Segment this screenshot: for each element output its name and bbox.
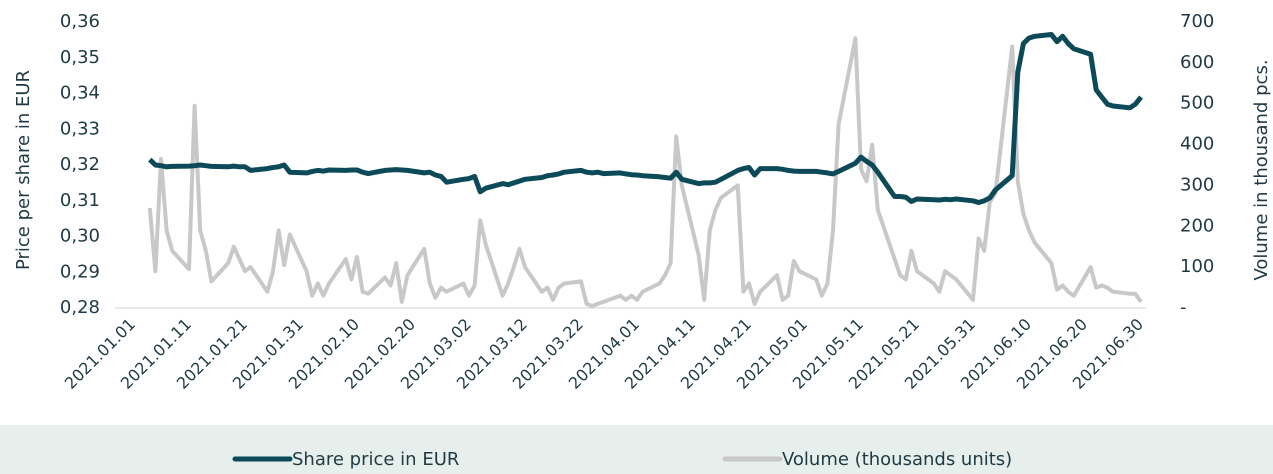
y2-tick-label: 100 xyxy=(1180,256,1214,277)
y-tick-label: 0,28 xyxy=(60,297,100,318)
y-tick-label: 0,35 xyxy=(60,47,100,68)
legend-background xyxy=(0,425,1273,474)
y2-tick-label: 200 xyxy=(1180,215,1214,236)
y-tick-label: 0,34 xyxy=(60,83,100,104)
y-tick-label: 0,32 xyxy=(60,154,100,175)
series-line xyxy=(148,32,1143,205)
y2-tick-label: - xyxy=(1180,297,1187,318)
legend-label: Volume (thousands units) xyxy=(782,449,1012,470)
y-tick-label: 0,30 xyxy=(60,226,100,247)
y2-tick-label: 500 xyxy=(1180,93,1214,114)
y2-tick-label: 700 xyxy=(1180,11,1214,32)
y2-axis-label: Volume in thousand pcs. xyxy=(1251,59,1272,280)
y-tick-label: 0,31 xyxy=(60,190,100,211)
legend-label: Share price in EUR xyxy=(292,449,459,470)
y-axis-label: Price per share in EUR xyxy=(13,70,34,270)
y2-tick-label: 300 xyxy=(1180,174,1214,195)
y-tick-label: 0,33 xyxy=(60,118,100,139)
y-tick-label: 0,29 xyxy=(60,261,100,282)
y2-tick-label: 400 xyxy=(1180,134,1214,155)
y-tick-label: 0,36 xyxy=(60,11,100,32)
series-line xyxy=(147,36,1143,308)
y2-tick-label: 600 xyxy=(1180,52,1214,73)
